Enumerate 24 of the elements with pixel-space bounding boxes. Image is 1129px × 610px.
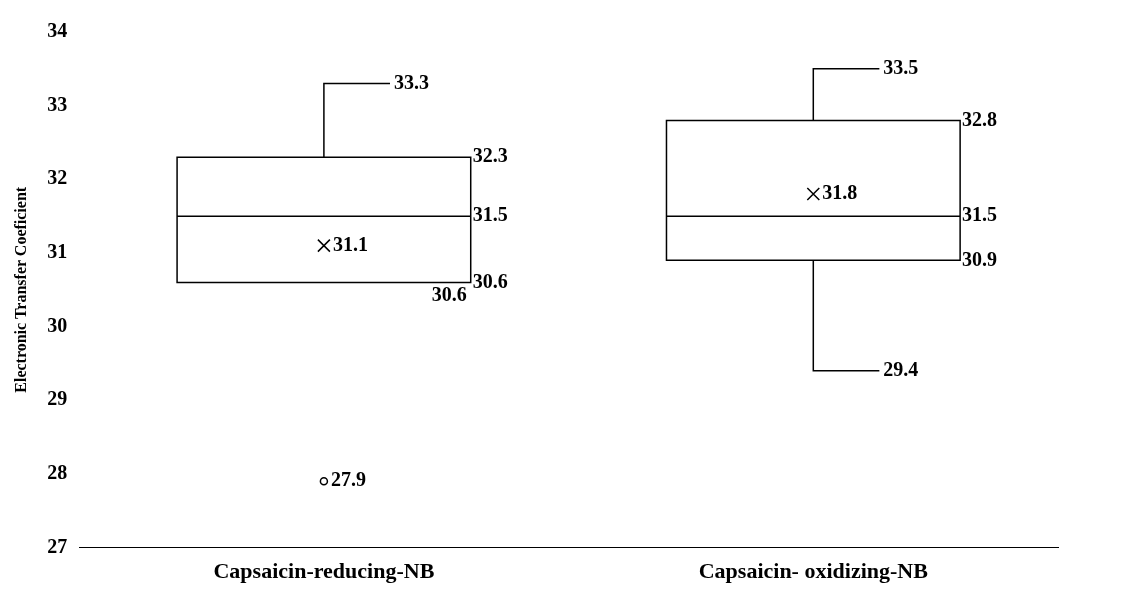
annotation: 31.5	[472, 203, 508, 226]
y-tick-label: 33	[47, 92, 68, 115]
y-tick-label: 30	[47, 313, 68, 336]
y-tick-label: 31	[47, 240, 68, 263]
x-tick-label: Capsaicin-reducing-NB	[213, 558, 435, 584]
annotation: 31.5	[962, 203, 998, 226]
y-tick-label: 27	[47, 534, 68, 557]
annotation: 29.4	[883, 357, 919, 380]
annotation: 30.6	[472, 269, 508, 292]
y-tick-label: 32	[47, 166, 68, 189]
annotation: 30.6	[431, 282, 467, 305]
y-tick-label: 29	[47, 387, 68, 410]
y-axis-title: Electronic Transfer Coeficient	[11, 186, 29, 393]
annotation: 30.9	[962, 247, 998, 270]
y-tick-label: 28	[47, 461, 68, 484]
y-tick-label: 34	[47, 19, 68, 42]
annotation: 27.9	[330, 468, 366, 491]
x-tick-label: Capsaicin- oxidizing-NB	[698, 558, 929, 584]
annotation: 31.1	[332, 232, 368, 255]
annotation: 32.8	[962, 107, 998, 130]
annotation: 33.3	[393, 70, 429, 93]
annotation: 32.3	[472, 144, 508, 167]
annotation: 31.8	[822, 181, 858, 204]
annotation: 33.5	[883, 56, 919, 78]
